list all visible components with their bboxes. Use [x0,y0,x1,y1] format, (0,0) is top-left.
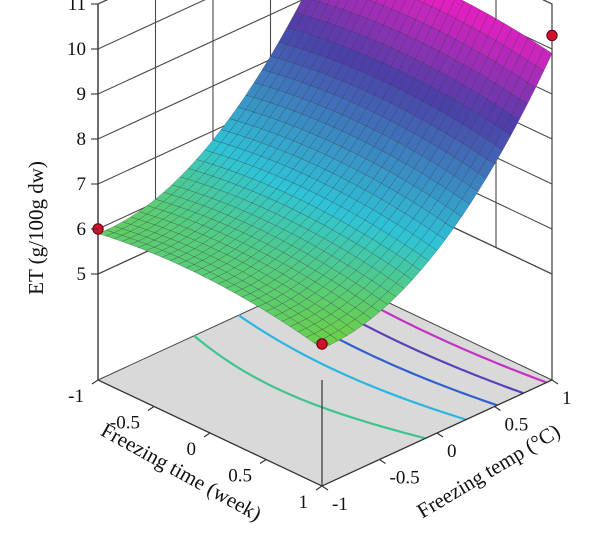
tick-labels: 5 6 7 8 9 10 11 -1 -0.5 0 0.5 1 -1 -0.5 0 0.5 1 [67,0,572,515]
y-tick-mark [494,406,501,411]
surface-patch [391,0,406,13]
y-tick-mark [436,432,444,438]
surface-patch [302,0,320,18]
z-tick-label: 10 [67,39,86,60]
z-tick-label: 9 [77,84,87,105]
z-axis-label: ET (g/100g dw) [24,161,48,295]
surface-patch [383,0,397,10]
surface-patch [431,0,445,11]
x-tick-mark [315,485,323,491]
surface-patch [439,0,455,15]
x-tick-mark [203,432,211,438]
x-tick-label: 0 [187,439,197,460]
surface-patch [343,0,358,13]
z-tick-label: 7 [77,174,87,195]
surface-patch [417,0,426,3]
y-tick-label: 0.5 [505,415,529,436]
z-tick-label: 11 [68,0,86,15]
surface-patch [368,0,377,3]
x-tick-label: 0.5 [228,466,252,487]
surface-patch [423,0,436,7]
design-point [546,29,558,42]
design-points [92,29,558,350]
surface-patch [375,0,387,6]
y-tick-label: 1 [562,388,572,409]
surface-patch [447,0,465,19]
y-tick-mark [321,485,329,491]
z-tick-label: 8 [77,129,87,150]
y-tick-label: -1 [332,494,348,515]
x-tick-label: -0.5 [110,413,140,434]
surface-patch [359,0,376,19]
y-axis-label: Freezing temp (°C) [413,419,565,523]
y-tick-label: 0 [447,441,457,462]
surface-patch [312,0,321,2]
contour-line [237,314,467,421]
surface-patch [351,0,368,16]
z-tick-label: 5 [77,264,87,285]
x-tick-label: -1 [68,386,84,407]
y-tick-mark [379,459,386,464]
design-point [316,338,328,350]
response-surface [97,0,553,349]
y-tick-mark [551,379,559,385]
x-tick-mark [147,406,155,411]
x-tick-mark [259,459,267,464]
surface-patch [335,0,349,10]
surface-patch [407,0,425,20]
x-tick-mark [91,379,99,385]
z-tick-label: 6 [77,219,87,240]
contour-line [193,334,426,440]
surface-patch [294,0,312,16]
x-tick-label: 1 [299,492,309,513]
surface-patch [319,0,330,5]
y-tick-label: -0.5 [390,468,420,489]
surface-patch [327,0,340,8]
surface-patch [399,0,416,16]
